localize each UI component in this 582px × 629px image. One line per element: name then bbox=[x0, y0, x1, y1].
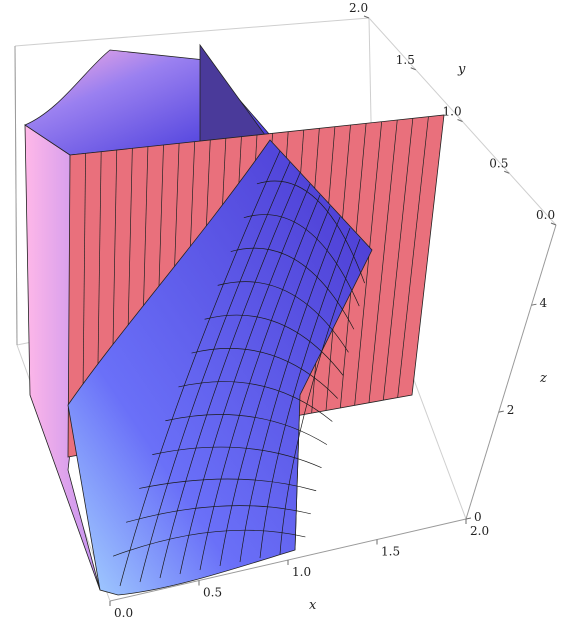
plane-y-mesh-line bbox=[397, 116, 429, 398]
x-tick-label: 0.0 bbox=[114, 606, 133, 620]
x-axis: 0.0 0.5 1.0 1.5 2.0 bbox=[109, 519, 489, 620]
surface-mesh-radial bbox=[119, 150, 281, 587]
y-tick bbox=[410, 67, 416, 71]
surface-mesh-radial bbox=[219, 205, 331, 567]
surface-mesh-radial bbox=[199, 194, 321, 571]
surface-mesh-radial bbox=[239, 216, 341, 563]
y-tick-label: 0.5 bbox=[489, 156, 508, 170]
z-axis-label: z bbox=[539, 371, 547, 386]
surface-mesh-arc bbox=[112, 529, 306, 557]
plane-y-mesh-line bbox=[382, 118, 414, 401]
y-tick bbox=[363, 15, 370, 19]
z-tick bbox=[531, 303, 537, 306]
x-tick-label: 0.5 bbox=[203, 586, 222, 600]
surface-mesh-arc bbox=[230, 247, 355, 330]
surface-mesh-arc bbox=[178, 381, 333, 422]
surface-mesh-arc bbox=[139, 478, 317, 492]
y-tick bbox=[550, 222, 557, 226]
surface-mesh-radial bbox=[279, 238, 361, 555]
z-tick-label: 0 bbox=[474, 510, 482, 524]
z-tick bbox=[465, 517, 472, 520]
surface-mesh-arc bbox=[165, 414, 328, 445]
y-tick-label: 1.0 bbox=[443, 105, 462, 119]
y-tick-label: 0.0 bbox=[536, 208, 555, 222]
surface-mesh-arc bbox=[152, 446, 322, 469]
surface-mesh-arc bbox=[217, 281, 349, 353]
y-axis-label: y bbox=[457, 62, 466, 77]
y-tick-label: 2.0 bbox=[349, 1, 368, 15]
plane-y-mesh-line bbox=[354, 121, 383, 406]
z-tick-label: 2 bbox=[507, 403, 515, 417]
y-tick bbox=[504, 170, 510, 174]
surface-mesh bbox=[112, 150, 365, 587]
surface-mesh-radial bbox=[259, 227, 351, 559]
y-tick bbox=[457, 119, 463, 122]
y-axis: 0.0 0.5 1.0 1.5 2.0 bbox=[349, 1, 557, 226]
x-tick-label: 2.0 bbox=[470, 524, 489, 538]
z-tick-label: 4 bbox=[539, 296, 547, 310]
surface-mesh-arc bbox=[191, 348, 338, 399]
surface-mesh-radial bbox=[159, 172, 301, 579]
x-tick-label: 1.0 bbox=[292, 565, 311, 579]
surface-mesh-radial bbox=[139, 161, 291, 583]
plane-y-mesh-line bbox=[368, 119, 398, 403]
surface-mesh-arc bbox=[126, 505, 311, 523]
z-axis: 0 2 4 bbox=[465, 296, 547, 524]
surface-mesh-arc bbox=[256, 180, 365, 284]
surface-mesh-arc bbox=[243, 214, 360, 307]
surface-mesh-radial bbox=[179, 183, 311, 575]
x-tick-label: 1.5 bbox=[381, 545, 400, 559]
surface-mesh-arc bbox=[204, 314, 344, 376]
z-tick bbox=[498, 410, 504, 413]
y-tick-label: 1.5 bbox=[396, 53, 415, 67]
x-axis-label: x bbox=[309, 598, 317, 613]
